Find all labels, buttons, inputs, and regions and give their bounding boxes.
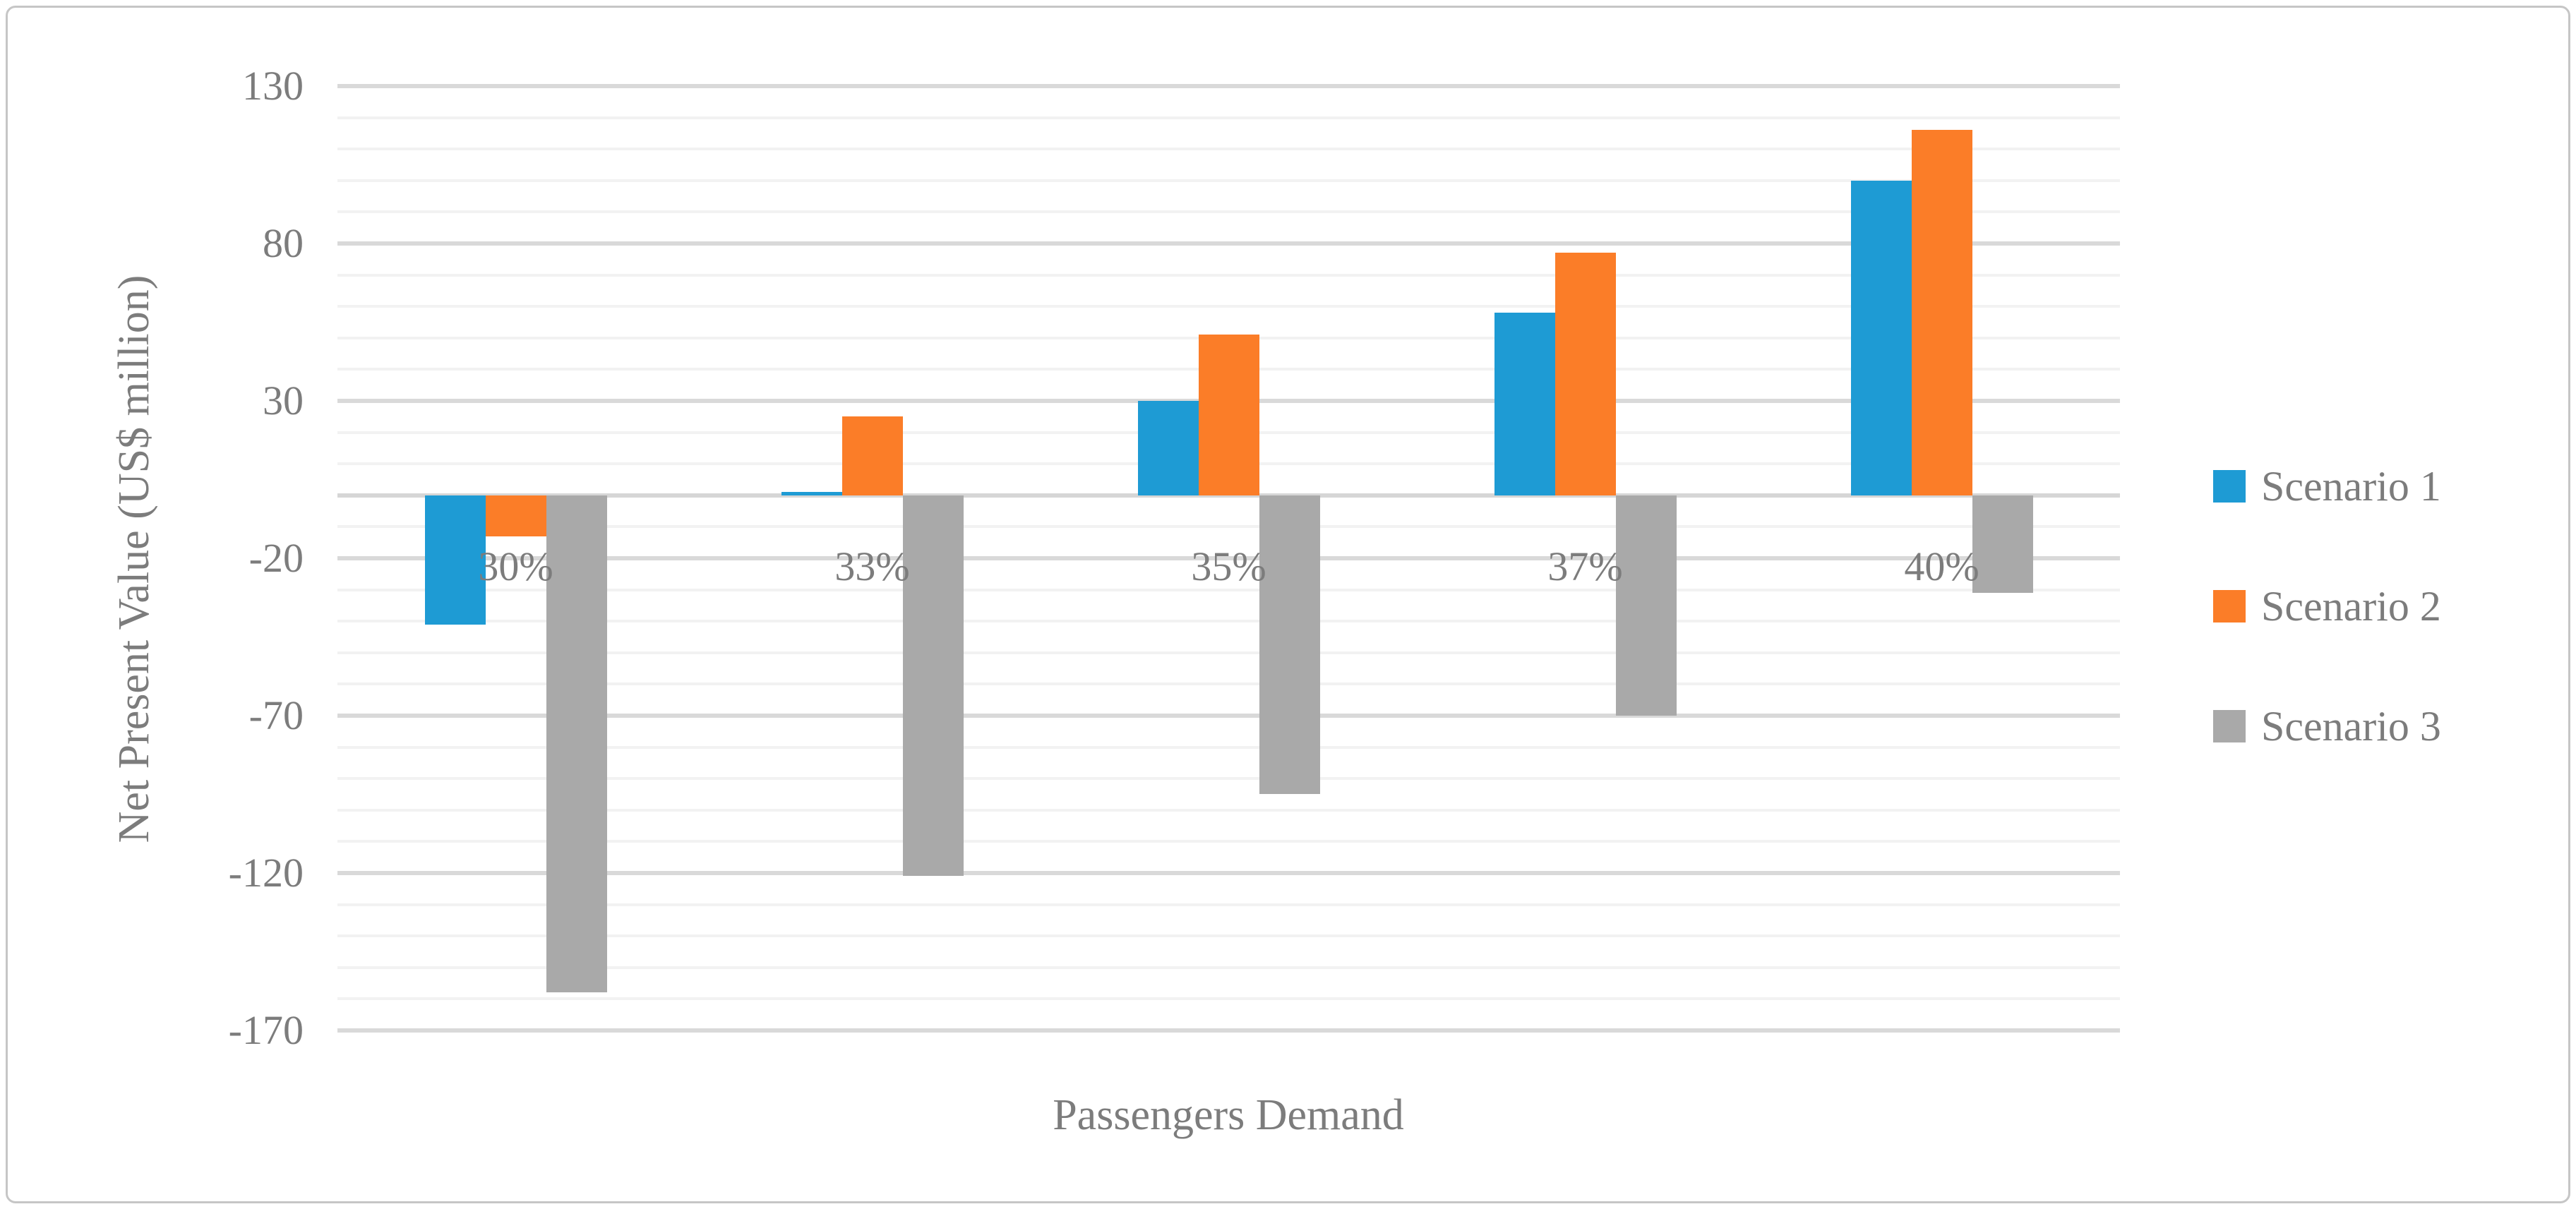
y-axis-tick-label: -20	[248, 535, 304, 581]
legend-item-scenario-1: Scenario 1	[2213, 465, 2441, 507]
bar-scenario-2	[1555, 253, 1616, 495]
legend-label: Scenario 2	[2261, 583, 2441, 630]
minor-gridline	[337, 966, 2120, 969]
legend-item-scenario-2: Scenario 2	[2213, 585, 2441, 627]
major-gridline	[337, 241, 2120, 246]
major-gridline	[337, 714, 2120, 718]
minor-gridline	[337, 179, 2120, 182]
minor-gridline	[337, 116, 2120, 119]
minor-gridline	[337, 808, 2120, 812]
minor-gridline	[337, 651, 2120, 654]
x-category-label: 30%	[478, 543, 553, 589]
major-gridline	[337, 1028, 2120, 1033]
bar-scenario-1	[425, 495, 486, 625]
y-axis-tick-label: -120	[228, 850, 304, 896]
bar-scenario-1	[1494, 313, 1555, 495]
bar-scenario-1	[781, 492, 842, 495]
y-axis-tick-label: -170	[228, 1007, 304, 1053]
bar-scenario-3	[1616, 495, 1677, 716]
x-category-label: 33%	[834, 543, 910, 589]
minor-gridline	[337, 745, 2120, 749]
legend-label: Scenario 1	[2261, 463, 2441, 510]
major-gridline	[337, 84, 2120, 88]
minor-gridline	[337, 525, 2120, 529]
minor-gridline	[337, 210, 2120, 214]
y-axis-tick-label: -70	[248, 692, 304, 738]
major-gridline	[337, 871, 2120, 875]
minor-gridline	[337, 903, 2120, 906]
bar-scenario-3	[903, 495, 964, 877]
minor-gridline	[337, 777, 2120, 781]
bar-scenario-2	[1199, 335, 1259, 495]
x-category-label: 40%	[1904, 543, 1979, 589]
bar-scenario-2	[1912, 130, 1972, 495]
major-gridline	[337, 556, 2120, 560]
bar-scenario-1	[1851, 180, 1912, 495]
bar-scenario-3	[1259, 495, 1320, 795]
x-category-label: 37%	[1547, 543, 1623, 589]
y-axis-tick-label: 80	[263, 220, 304, 266]
legend-swatch-icon	[2213, 590, 2246, 622]
minor-gridline	[337, 997, 2120, 1001]
y-axis-tick-label: 130	[242, 63, 304, 109]
minor-gridline	[337, 934, 2120, 938]
bar-scenario-3	[1972, 495, 2033, 594]
minor-gridline	[337, 682, 2120, 686]
zero-axis-line	[337, 493, 2120, 498]
minor-gridline	[337, 840, 2120, 843]
bar-scenario-1	[1138, 401, 1199, 495]
legend-item-scenario-3: Scenario 3	[2213, 705, 2441, 747]
minor-gridline	[337, 273, 2120, 277]
bar-scenario-3	[546, 495, 607, 993]
legend-swatch-icon	[2213, 710, 2246, 742]
bar-scenario-2	[842, 416, 903, 495]
y-axis-tick-label: 30	[263, 378, 304, 423]
minor-gridline	[337, 620, 2120, 623]
bar-scenario-2	[486, 495, 546, 536]
x-category-label: 35%	[1191, 543, 1266, 589]
x-axis-title: Passengers Demand	[1053, 1091, 1404, 1139]
minor-gridline	[337, 588, 2120, 591]
legend-swatch-icon	[2213, 470, 2246, 503]
minor-gridline	[337, 148, 2120, 151]
minor-gridline	[337, 305, 2120, 308]
legend-label: Scenario 3	[2261, 703, 2441, 750]
